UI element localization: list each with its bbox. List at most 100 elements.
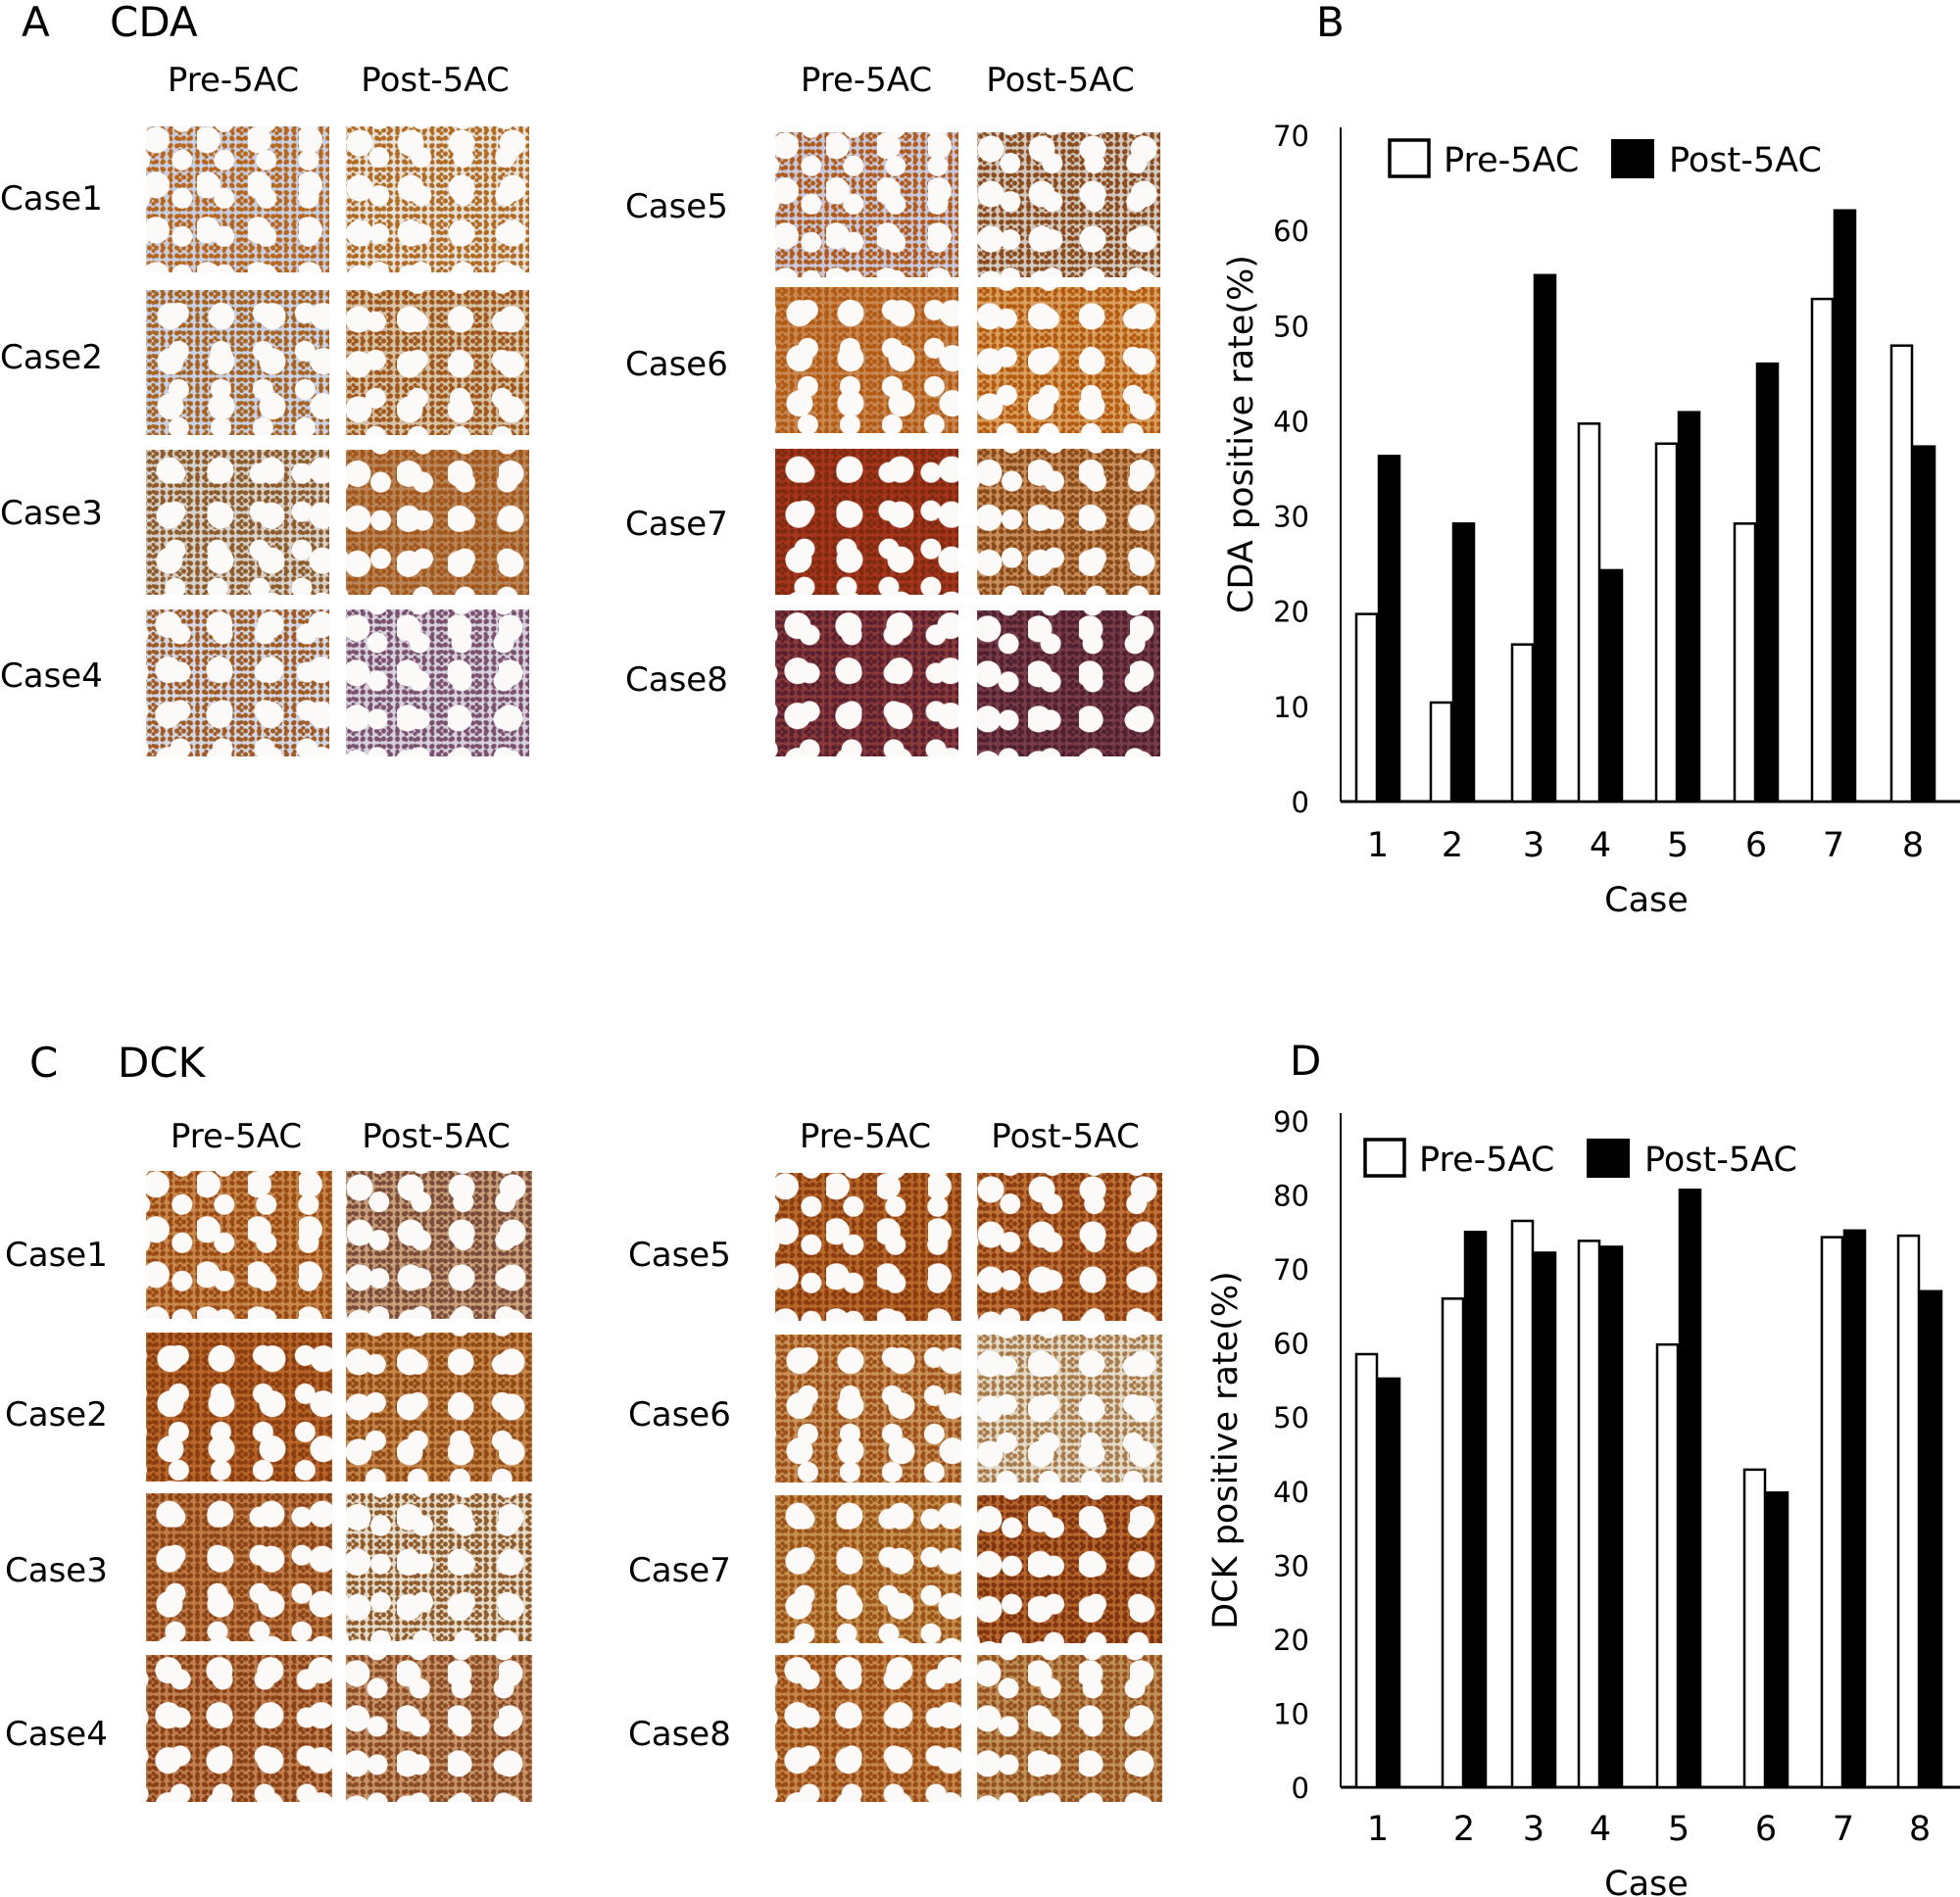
bar-pre-case-4 [1577,422,1601,803]
x-tick-label: 6 [1745,826,1767,865]
micrograph-post [346,1493,532,1641]
x-tick-label: 8 [1902,826,1924,865]
bar-post-case-3 [1533,1251,1557,1789]
panel-c-letter: C [29,1039,59,1087]
bar-pre-case-7 [1810,297,1835,803]
case-label: Case3 [0,494,103,533]
col-header-post: Post-5AC [986,61,1135,100]
case-label: Case4 [0,657,103,696]
bar-pre-case-6 [1733,522,1757,803]
micrograph-post [977,287,1160,433]
y-axis-title: DCK positive rate(%) [1206,1271,1246,1629]
bar-post-case-5 [1677,411,1701,803]
bar-post-case-6 [1765,1491,1789,1789]
micrograph-post [346,126,529,272]
micrograph-pre [775,287,958,433]
bar-pre-case-8 [1896,1234,1921,1789]
bar-post-case-2 [1463,1231,1488,1789]
y-tick-label: 70 [1273,120,1309,153]
col-header-post: Post-5AC [991,1117,1140,1156]
legend-label-post: Post-5AC [1644,1141,1797,1180]
micrograph-pre [775,610,958,756]
y-tick-label: 80 [1273,1180,1309,1213]
micrograph-post [346,1171,532,1319]
panel-b-letter: B [1316,0,1345,46]
bar-post-case-1 [1377,455,1401,803]
panel-c-title: DCK [118,1039,206,1087]
bar-pre-case-8 [1889,344,1914,803]
x-tick-label: 5 [1668,1810,1690,1849]
bar-post-case-5 [1678,1189,1702,1789]
y-tick-label: 20 [1273,1624,1309,1657]
micrograph-pre [146,450,329,595]
micrograph-pre [146,1655,332,1802]
legend-label-post: Post-5AC [1669,141,1822,180]
bar-post-case-8 [1912,445,1936,803]
x-tick-label: 7 [1823,826,1844,865]
y-tick-label: 0 [1292,1772,1309,1805]
micrograph-post [977,132,1160,277]
col-header-post: Post-5AC [362,1117,511,1156]
x-tick-label: 1 [1367,1810,1389,1849]
legend-label-pre: Pre-5AC [1419,1141,1554,1180]
y-tick-label: 50 [1273,1401,1309,1435]
bar-post-case-2 [1451,522,1476,803]
case-label: Case2 [5,1395,108,1435]
micrograph-post [346,609,529,756]
bar-post-case-6 [1755,362,1780,803]
micrograph-post [346,1655,532,1802]
y-axis-title: CDA positive rate(%) [1222,255,1261,613]
legend-swatch-pre [1363,1138,1406,1178]
micrograph-post [346,290,529,435]
micrograph-post [977,610,1160,756]
micrograph-pre [146,1493,332,1641]
x-tick-label: 4 [1590,1810,1611,1849]
panel-a-title: CDA [110,0,198,46]
bar-pre-case-3 [1510,1219,1535,1789]
legend-swatch-post [1587,1139,1630,1178]
panel-a-letter: A [22,0,50,46]
case-label: Case7 [628,1551,731,1590]
bar-post-case-8 [1919,1289,1943,1789]
x-tick-label: 2 [1442,826,1463,865]
micrograph-pre [775,1173,961,1321]
legend-swatch-post [1611,139,1654,178]
micrograph-pre [146,609,329,756]
x-tick-label: 6 [1755,1810,1777,1849]
micrograph-pre [775,1655,961,1802]
bar-pre-case-7 [1820,1236,1844,1789]
case-label: Case2 [0,338,103,377]
micrograph-pre [775,1495,961,1643]
micrograph-pre [775,132,958,277]
micrograph-post [977,449,1160,595]
micrograph-post [977,1173,1162,1321]
y-tick-label: 0 [1292,786,1309,819]
y-tick-label: 20 [1273,596,1309,629]
y-tick-label: 60 [1273,215,1309,248]
col-header-pre: Pre-5AC [800,61,933,100]
y-tick-label: 40 [1273,405,1309,438]
bar-pre-case-4 [1577,1240,1601,1789]
x-tick-label: 1 [1367,826,1389,865]
case-label: Case6 [625,345,728,384]
x-tick-label: 4 [1590,826,1611,865]
x-tick-label: 8 [1909,1810,1931,1849]
bar-post-case-7 [1842,1229,1867,1789]
x-axis-title: Case [1604,881,1689,920]
y-tick-label: 30 [1273,1549,1309,1582]
bar-post-case-7 [1833,209,1857,803]
x-tick-label: 7 [1833,1810,1854,1849]
x-tick-label: 3 [1523,1810,1544,1849]
micrograph-post [346,450,529,595]
y-tick-label: 40 [1273,1476,1309,1509]
y-tick-label: 10 [1273,691,1309,724]
case-label: Case6 [628,1395,731,1435]
col-header-pre: Pre-5AC [167,61,300,100]
bar-pre-case-1 [1354,612,1379,803]
micrograph-pre [146,1171,332,1319]
bar-pre-case-2 [1441,1297,1465,1789]
y-tick-label: 70 [1273,1253,1309,1287]
x-tick-label: 5 [1667,826,1689,865]
bar-pre-case-1 [1354,1352,1379,1789]
